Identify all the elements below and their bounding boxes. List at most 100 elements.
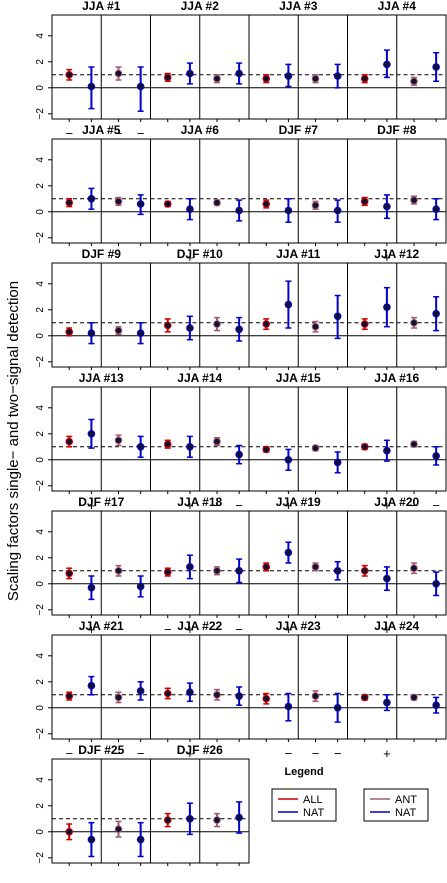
panel-title: DJF #9 xyxy=(82,247,122,261)
estimate-point xyxy=(311,444,320,452)
y-tick-label: −2 xyxy=(35,480,46,492)
panel-18: JJA #18− + − − xyxy=(150,495,250,637)
y-tick-label: −2 xyxy=(35,356,46,368)
panel-15: JJA #15 + xyxy=(248,371,348,513)
detection-mark: + xyxy=(383,498,391,513)
estimate-point xyxy=(186,69,194,78)
panel-title: JJA #16 xyxy=(374,371,419,385)
legend-label: ANT xyxy=(395,794,417,806)
estimate-point xyxy=(360,197,369,206)
y-tick-label: 0 xyxy=(35,581,46,587)
detection-mark: − xyxy=(137,746,145,761)
estimate-point xyxy=(383,202,391,211)
y-tick-label: 0 xyxy=(35,829,46,835)
y-tick-label: 4 xyxy=(35,157,46,163)
panel-22: JJA #22+ xyxy=(150,619,250,761)
panel-title: JJA #15 xyxy=(276,371,321,385)
y-tick-label: 4 xyxy=(35,653,46,659)
y-tick-label: 4 xyxy=(35,405,46,411)
estimate-point xyxy=(311,563,320,571)
estimate-point xyxy=(360,567,369,575)
panel-title: JJA #22 xyxy=(177,619,222,633)
panel-title: JJA #3 xyxy=(279,0,318,13)
estimate-point xyxy=(163,816,172,824)
panel-title: JJA #4 xyxy=(378,0,417,13)
panel-12: JJA #12 xyxy=(347,247,447,370)
estimate-point xyxy=(163,321,172,330)
estimate-point xyxy=(163,440,172,449)
estimate-point xyxy=(65,692,74,700)
estimate-point xyxy=(213,437,221,446)
detection-mark: − xyxy=(164,622,172,637)
estimate-point xyxy=(186,205,194,213)
panel-title: JJA #18 xyxy=(177,495,222,509)
detection-mark: − xyxy=(334,746,342,761)
detection-mark: + xyxy=(88,622,96,637)
detection-mark: + xyxy=(383,250,391,265)
y-tick-label: 4 xyxy=(35,281,46,287)
estimate-point xyxy=(410,196,418,204)
estimate-point xyxy=(114,825,123,834)
y-tick-label: 0 xyxy=(35,333,46,339)
estimate-point xyxy=(383,446,391,455)
detection-mark: − xyxy=(213,622,221,637)
panel-title: JJA #21 xyxy=(79,619,124,633)
estimate-point xyxy=(213,816,221,824)
y-tick-label: 0 xyxy=(35,705,46,711)
estimate-point xyxy=(410,319,418,327)
estimate-point xyxy=(333,206,342,215)
panel-title: JJA #24 xyxy=(374,619,419,633)
y-tick-label: 4 xyxy=(35,33,46,39)
legend-label: NAT xyxy=(395,807,416,819)
y-axis-label: Scaling factors single− and two−signal d… xyxy=(5,281,22,601)
legend-frame xyxy=(363,788,429,822)
estimate-point xyxy=(213,198,221,207)
y-tick-label: 2 xyxy=(35,679,46,685)
estimate-point xyxy=(311,201,320,210)
detection-mark: − xyxy=(235,498,243,513)
panel-title: JJA #6 xyxy=(181,123,220,137)
estimate-point xyxy=(432,452,440,460)
estimate-point xyxy=(383,698,391,707)
estimate-point xyxy=(284,300,293,309)
estimate-point xyxy=(213,691,221,699)
estimate-point xyxy=(432,309,440,318)
estimate-point xyxy=(213,74,221,83)
panel-20: JJA #20+ xyxy=(347,495,447,637)
detection-mark: + xyxy=(186,250,194,265)
estimate-point xyxy=(87,82,96,91)
panel-8: DJF #8 + xyxy=(347,123,447,265)
estimate-point xyxy=(235,69,243,78)
estimate-point xyxy=(284,702,293,711)
estimate-point xyxy=(262,694,271,703)
panel-title: DJF #10 xyxy=(177,247,223,261)
panel-title: DJF #17 xyxy=(78,495,124,509)
panel-3: JJA #3 xyxy=(248,0,348,122)
estimate-point xyxy=(136,582,145,591)
panel-2: JJA #2 xyxy=(150,0,250,122)
panel-title: DJF #25 xyxy=(78,743,124,757)
estimate-point xyxy=(213,320,221,328)
estimate-point xyxy=(136,835,145,844)
estimate-point xyxy=(114,69,123,78)
panel-23: JJA #23− − − xyxy=(248,619,348,761)
estimate-point xyxy=(284,206,293,215)
estimate-point xyxy=(311,74,320,83)
estimate-point xyxy=(262,320,271,328)
panel-14: JJA #14 + − − xyxy=(150,371,250,513)
detection-mark: + xyxy=(186,622,194,637)
estimate-point xyxy=(136,687,145,695)
detection-mark: + xyxy=(383,746,391,761)
panel-title: JJA #19 xyxy=(276,495,321,509)
y-tick-label: 0 xyxy=(35,457,46,463)
estimate-point xyxy=(65,569,74,578)
legend-frame xyxy=(271,788,337,822)
estimate-point xyxy=(383,303,391,312)
estimate-point xyxy=(333,567,342,575)
estimate-point xyxy=(262,445,271,454)
panel-title: JJA #20 xyxy=(374,495,419,509)
estimate-point xyxy=(311,322,320,331)
panel-title: JJA #12 xyxy=(374,247,419,261)
panel-24: JJA #24 + xyxy=(347,619,447,761)
